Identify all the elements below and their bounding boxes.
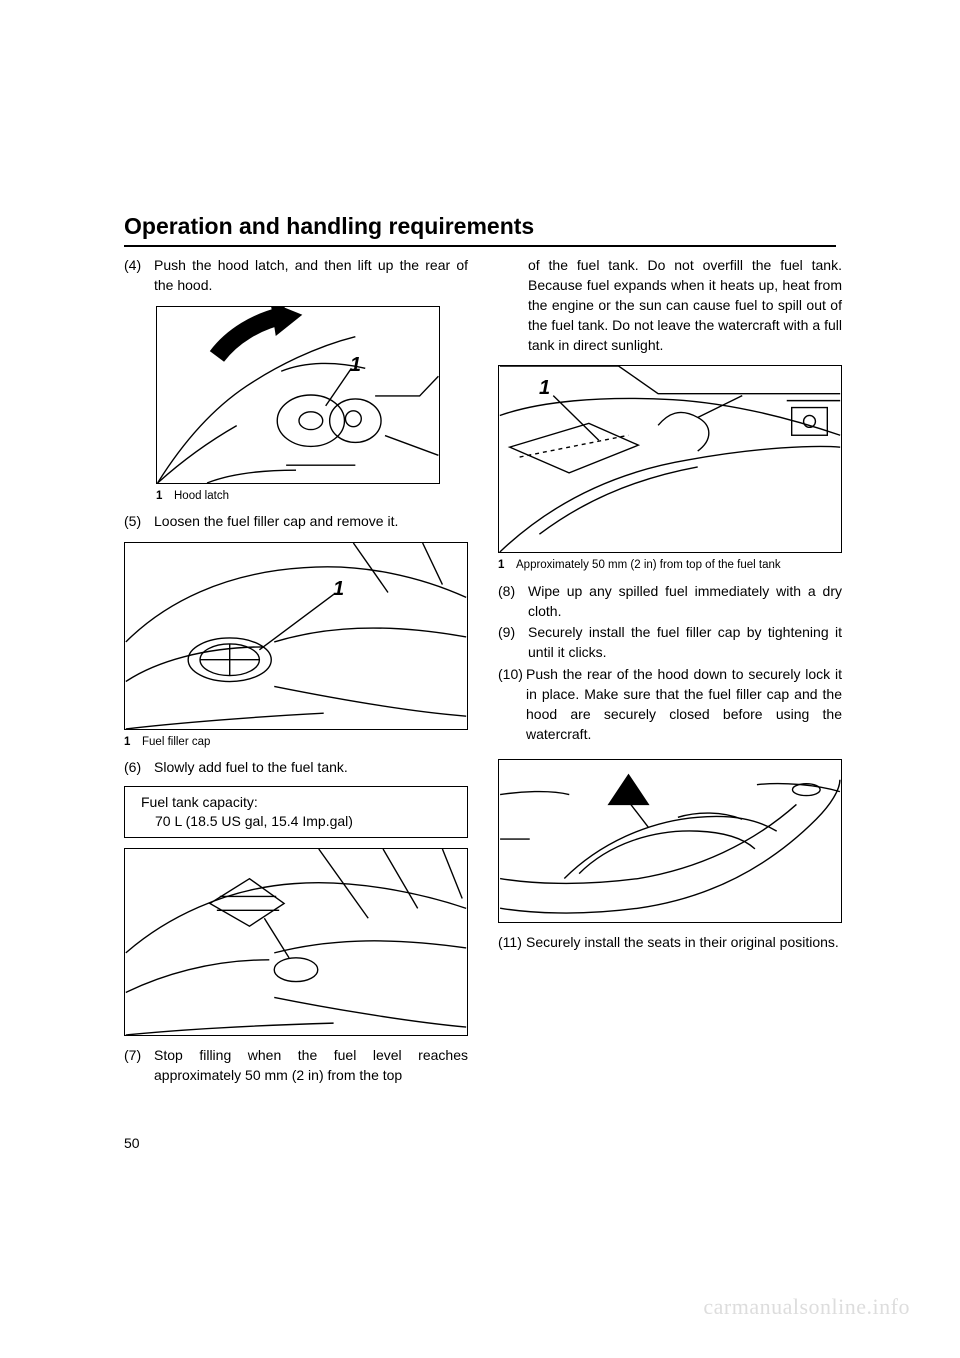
caption-number: 1 [498,557,510,573]
step-text: Loosen the fuel filler cap and remove it… [154,512,468,532]
title-rule [124,245,836,247]
close-hood-illustration [499,760,841,922]
caption-number: 1 [156,488,168,504]
step-text: Securely install the fuel filler cap by … [528,623,842,663]
step-number: (11) [498,933,528,953]
caption-text: Fuel filler cap [142,734,468,750]
fuel-cap-illustration [125,543,467,729]
figure-4-caption: 1 Approximately 50 mm (2 in) from top of… [498,557,842,573]
figure-fuel-cap: 1 [124,542,468,730]
step-text: of the fuel tank. Do not overfill the fu… [528,256,842,355]
capacity-value: 70 L (18.5 US gal, 15.4 Imp.gal) [141,812,457,831]
columns: (4) Push the hood latch, and then lift u… [124,256,842,1088]
step-number: (4) [124,256,154,296]
fueling-illustration [125,849,467,1035]
step-11: (11) Securely install the seats in their… [498,933,842,953]
hood-latch-illustration [157,307,439,483]
left-column: (4) Push the hood latch, and then lift u… [124,256,468,1088]
step-7: (7) Stop filling when the fuel level rea… [124,1046,468,1086]
figure-fuel-level: 1 [498,365,842,553]
figure-fueling [124,848,468,1036]
page-number: 50 [124,1135,140,1151]
step-number: (7) [124,1046,154,1086]
step-7-continuation: of the fuel tank. Do not overfill the fu… [498,256,842,355]
figure-2-caption: 1 Fuel filler cap [124,734,468,750]
caption-text: Hood latch [174,488,440,504]
capacity-label: Fuel tank capacity: [141,793,457,812]
step-8: (8) Wipe up any spilled fuel immediately… [498,582,842,622]
callout-1: 1 [539,374,550,402]
caption-text: Approximately 50 mm (2 in) from top of t… [516,557,842,573]
page-title: Operation and handling requirements [124,213,534,240]
figure-1-caption: 1 Hood latch [156,488,440,504]
step-4: (4) Push the hood latch, and then lift u… [124,256,468,296]
step-text: Slowly add fuel to the fuel tank. [154,758,468,778]
step-text: Wipe up any spilled fuel immediately wit… [528,582,842,622]
step-5: (5) Loosen the fuel filler cap and remov… [124,512,468,532]
caption-number: 1 [124,734,136,750]
step-number: (6) [124,758,154,778]
step-text: Securely install the seats in their orig… [526,933,842,953]
right-column: of the fuel tank. Do not overfill the fu… [498,256,842,1088]
step-9: (9) Securely install the fuel filler cap… [498,623,842,663]
step-number: (8) [498,582,528,622]
callout-1: 1 [350,351,361,379]
step-text: Stop filling when the fuel level reaches… [154,1046,468,1086]
step-number: (9) [498,623,528,663]
fuel-level-illustration [499,366,841,552]
step-10: (10) Push the rear of the hood down to s… [498,665,842,745]
manual-page: Operation and handling requirements (4) … [0,0,960,1358]
figure-hood-latch: 1 [156,306,440,484]
step-number: (5) [124,512,154,532]
watermark: carmanualsonline.info [703,1294,910,1320]
step-number: (10) [498,665,528,745]
spacer [498,256,528,355]
fuel-capacity-box: Fuel tank capacity: 70 L (18.5 US gal, 1… [124,786,468,838]
callout-1: 1 [333,575,344,603]
step-text: Push the rear of the hood down to secure… [526,665,842,745]
step-6: (6) Slowly add fuel to the fuel tank. [124,758,468,778]
step-text: Push the hood latch, and then lift up th… [154,256,468,296]
figure-close-hood [498,759,842,923]
